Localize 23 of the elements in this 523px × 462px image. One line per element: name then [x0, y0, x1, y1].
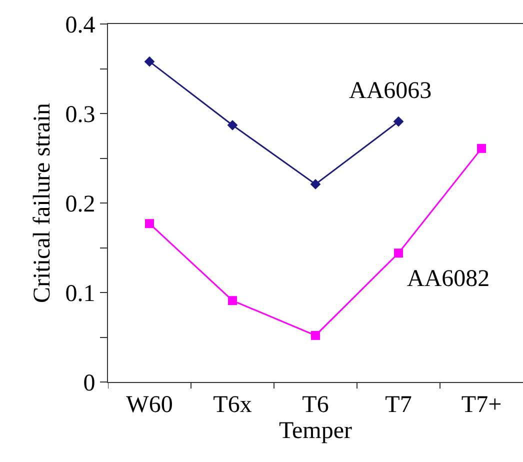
y-tick-label: 0.2 — [65, 191, 96, 218]
point — [227, 120, 238, 130]
point — [477, 144, 486, 153]
point — [144, 56, 155, 67]
series-label: AA6082 — [407, 266, 490, 292]
y-axis-title: Critical failure strain — [29, 103, 56, 303]
x-tick-label: T7+ — [461, 392, 502, 418]
y-tick-label: 0.3 — [65, 102, 96, 128]
point — [310, 179, 321, 190]
point — [228, 296, 237, 306]
x-axis-title: Temper — [279, 418, 352, 444]
point — [311, 330, 320, 340]
point — [394, 248, 403, 258]
y-tick-label: 0.1 — [65, 280, 96, 307]
x-tick-label: T6x — [213, 392, 252, 418]
x-tick-label: T6 — [302, 392, 329, 418]
y-tick-label: 0 — [83, 370, 96, 396]
series-label: AA6063 — [349, 78, 432, 104]
x-tick-label: W60 — [126, 392, 173, 418]
point — [145, 219, 154, 228]
point — [393, 116, 404, 127]
x-tick-label: T7 — [385, 392, 412, 418]
y-tick-label: 0.4 — [65, 12, 96, 38]
